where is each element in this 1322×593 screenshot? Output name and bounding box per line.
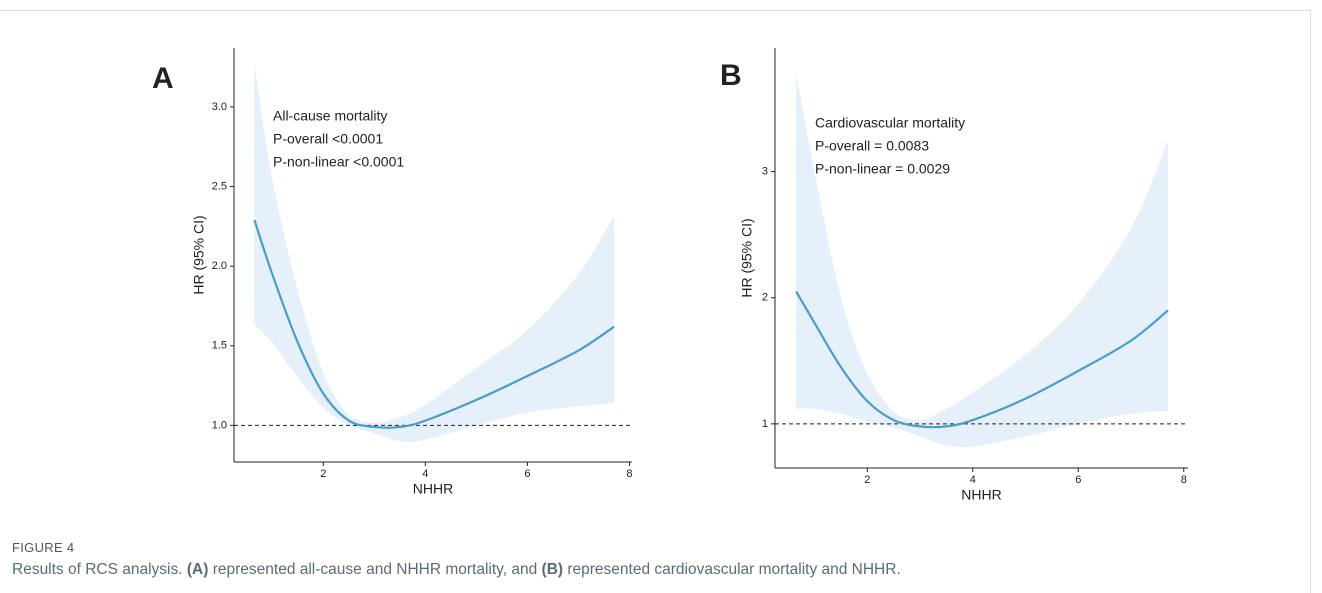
figure-caption: Results of RCS analysis. (A) represented… — [12, 561, 901, 579]
panel-label: A — [152, 62, 174, 95]
x-axis-title: NHHR — [961, 487, 1001, 503]
x-tick-label: 2 — [864, 474, 870, 486]
caption-text: Results of RCS analysis. — [12, 561, 187, 578]
frame-line — [1310, 10, 1311, 593]
y-tick-label: 1.0 — [212, 419, 227, 431]
x-tick-label: 6 — [1075, 474, 1081, 486]
caption-text: represented cardiovascular mortality and… — [563, 561, 901, 578]
frame-line — [0, 10, 1310, 11]
panel-label: B — [720, 59, 742, 92]
caption-text: represented all-cause and NHHR mortality… — [208, 561, 542, 578]
hr-curve — [795, 290, 1169, 429]
x-tick-label: 8 — [626, 468, 632, 480]
y-tick-label: 3.0 — [212, 101, 227, 113]
y-tick-label: 3 — [762, 166, 768, 178]
annotation: Cardiovascular mortality — [815, 115, 965, 131]
y-tick-label: 2 — [762, 292, 768, 304]
annotation: All-cause mortality — [273, 108, 387, 124]
caption-ref: (B) — [541, 561, 564, 578]
y-tick-label: 1 — [762, 418, 768, 430]
x-tick-label: 8 — [1181, 474, 1187, 486]
figure: 2 4 6 8 1.0 1.5 2.0 2.5 3.0 NHHR HR (95% CI) A All-c… — [152, 48, 1188, 503]
x-tick-label: 4 — [970, 474, 976, 486]
x-tick-label: 4 — [422, 468, 428, 480]
annotation: P-non-linear = 0.0029 — [815, 161, 950, 177]
figure-label: FIGURE 4 — [12, 540, 75, 555]
y-tick-label: 2.5 — [212, 180, 227, 192]
annotation: P-non-linear <0.0001 — [273, 154, 404, 170]
y-axis-title: HR (95% CI) — [739, 218, 755, 297]
x-axis-title: NHHR — [413, 481, 453, 497]
x-tick-label: 6 — [524, 468, 530, 480]
ci-band — [796, 73, 1168, 448]
annotation: P-overall <0.0001 — [273, 131, 383, 147]
annotation: P-overall = 0.0083 — [815, 138, 929, 154]
caption-ref: (A) — [186, 561, 209, 578]
y-tick-label: 2.0 — [212, 260, 227, 272]
y-axis-title: HR (95% CI) — [191, 215, 207, 294]
hr-curve — [253, 219, 615, 429]
ci-band — [254, 63, 615, 442]
x-tick-label: 2 — [320, 468, 326, 480]
y-tick-label: 1.5 — [212, 340, 227, 352]
